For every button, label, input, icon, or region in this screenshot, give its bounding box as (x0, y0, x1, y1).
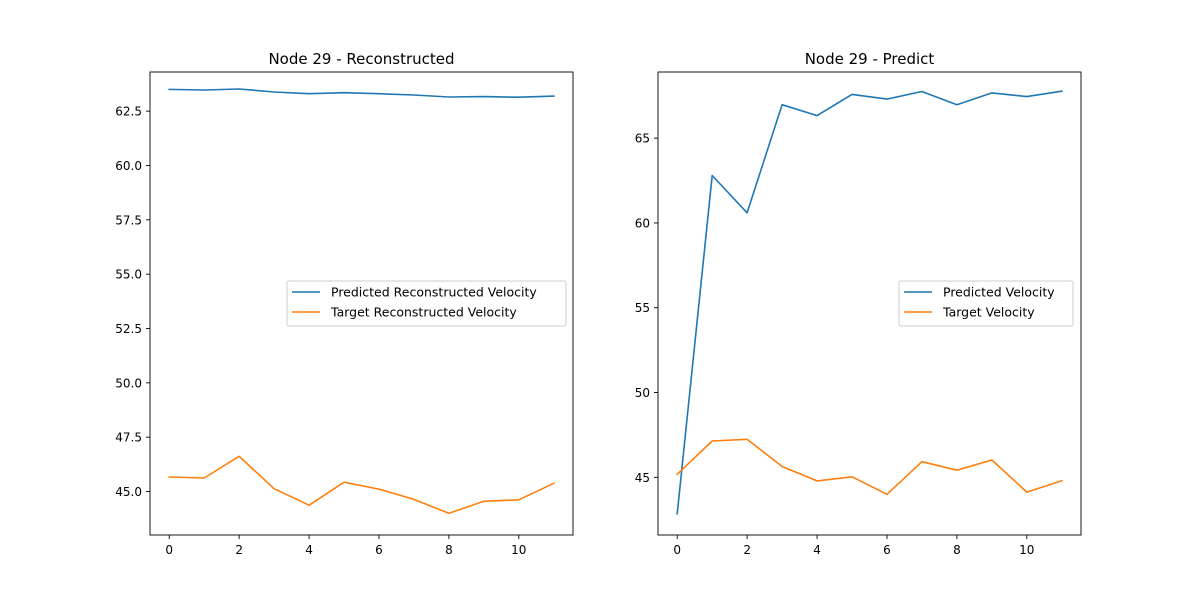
y-tick-label: 60 (635, 216, 650, 230)
legend: Predicted Velocity Target Velocity (898, 280, 1074, 327)
legend-label-0: Predicted Velocity (943, 285, 1055, 300)
legend-label-0: Predicted Reconstructed Velocity (331, 285, 537, 300)
series-line-1 (168, 455, 555, 515)
x-tick-label: 6 (883, 543, 891, 557)
axes-frame (149, 71, 574, 536)
x-tick-label: 8 (953, 543, 961, 557)
y-tick-label: 45 (635, 471, 650, 485)
x-tick-label: 0 (673, 543, 681, 557)
y-tick-label: 55.0 (115, 268, 142, 282)
x-tick-label: 8 (445, 543, 453, 557)
chart-title: Node 29 - Predict (805, 50, 935, 68)
y-tick-label: 52.5 (115, 322, 142, 336)
x-tick-label: 0 (165, 543, 173, 557)
series-line-0 (676, 90, 1063, 515)
x-tick-label: 4 (305, 543, 313, 557)
chart-title: Node 29 - Reconstructed (268, 50, 454, 68)
y-tick-label: 45.0 (115, 485, 142, 499)
legend-box (898, 280, 1074, 327)
y-tick-label: 50 (635, 386, 650, 400)
y-tick-label: 57.5 (115, 213, 142, 227)
y-tick-label: 60.0 (115, 159, 142, 173)
subplots-container: Node 29 - Reconstructed 0 2 4 6 8 10 45.0 47.5 50… (115, 50, 1082, 557)
subplot-0: Node 29 - Reconstructed 0 2 4 6 8 10 45.0 47.5 50… (115, 50, 574, 557)
series-line-0 (168, 88, 555, 98)
x-tick-label: 10 (1019, 543, 1034, 557)
x-tick-label: 10 (511, 543, 526, 557)
x-tick-label: 4 (813, 543, 821, 557)
legend-label-1: Target Reconstructed Velocity (330, 305, 517, 320)
axes-frame (657, 71, 1082, 536)
x-tick-label: 2 (235, 543, 243, 557)
y-tick-label: 47.5 (115, 431, 142, 445)
y-tick-label: 65 (635, 132, 650, 146)
y-tick-label: 62.5 (115, 105, 142, 119)
y-tick-label: 55 (635, 301, 650, 315)
x-tick-label: 2 (743, 543, 751, 557)
legend: Predicted Reconstructed Velocity Target R… (286, 280, 567, 327)
x-tick-label: 6 (375, 543, 383, 557)
series-line-1 (676, 438, 1063, 496)
legend-box (286, 280, 567, 327)
legend-label-1: Target Velocity (942, 305, 1035, 320)
subplot-1: Node 29 - Predict 0 2 4 6 8 10 45 50 55 60 65 Predic… (635, 50, 1082, 557)
y-tick-label: 50.0 (115, 376, 142, 390)
